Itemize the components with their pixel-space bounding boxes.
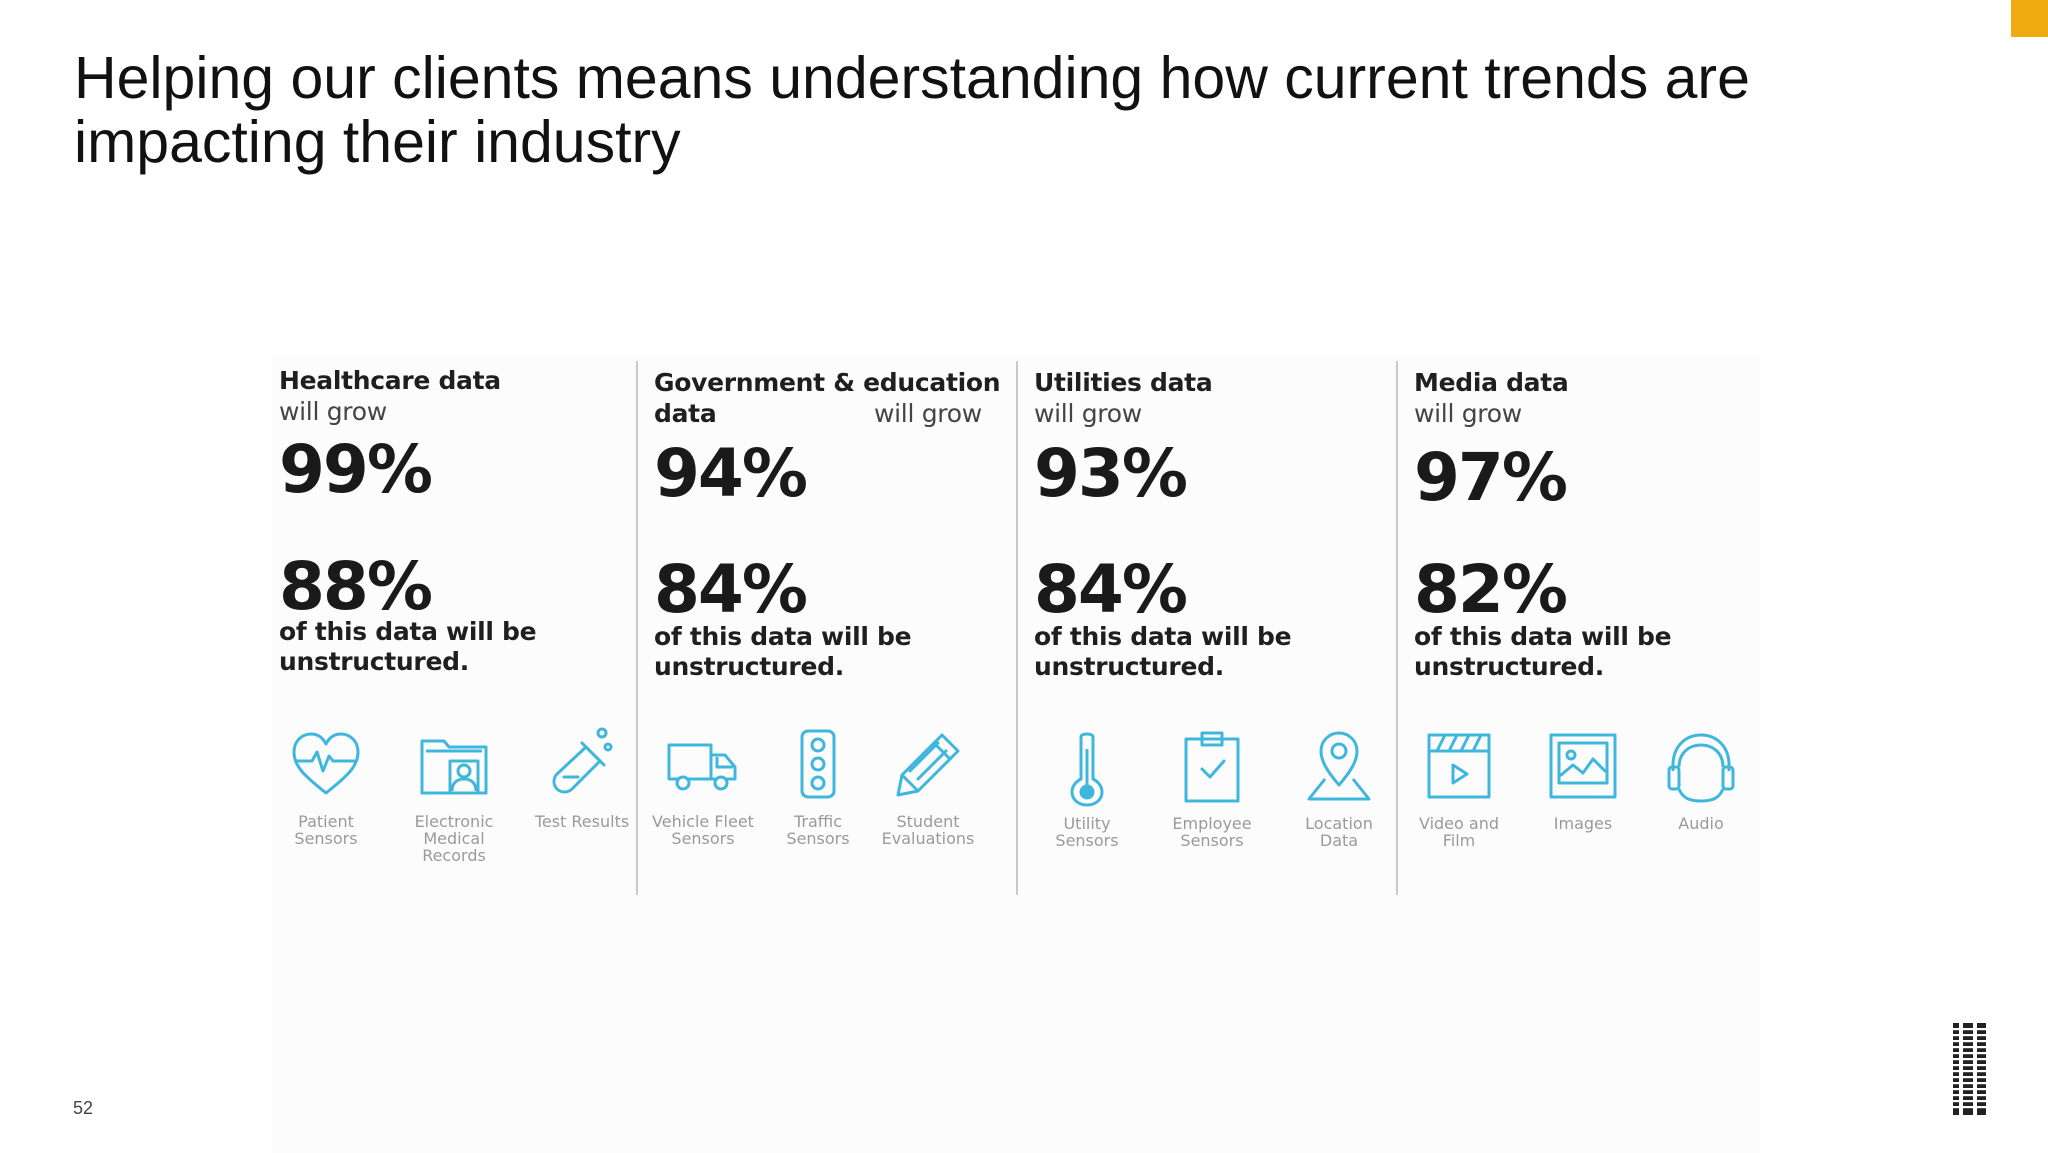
images-item: Images [1528, 727, 1638, 832]
icon-label: Location Data [1305, 814, 1373, 850]
patient-sensors-item: Patient Sensors [271, 725, 381, 847]
growth-percent: 97% [1414, 439, 1568, 516]
electronic-medical-records-item: Electronic Medical Records [399, 725, 509, 864]
student-evaluations-item: Student Evaluations [873, 725, 983, 847]
vehicle-fleet-sensors-item: Vehicle Fleet Sensors [648, 725, 758, 847]
unstructured-percent: 84% [1034, 551, 1188, 628]
map-pin-icon [1307, 731, 1371, 801]
growth-percent: 93% [1034, 435, 1188, 512]
slide-title: Helping our clients means understanding … [74, 45, 1750, 175]
employee-sensors-item: Employee Sensors [1157, 727, 1267, 849]
unstructured-description: of this data will be unstructured. [654, 622, 912, 681]
icon-label: Audio [1678, 814, 1724, 833]
icon-label: Electronic Medical Records [414, 812, 494, 865]
image-icon [1549, 733, 1617, 799]
column-subheading: will grow [1034, 399, 1142, 428]
column-heading-text: Government & education data [654, 368, 1001, 428]
media-column: Media data will grow 97% 82% of this dat… [1396, 361, 1762, 895]
column-heading: Utilities data [1034, 368, 1213, 397]
video-and-film-item: Video and Film [1404, 727, 1514, 849]
test-results-item: Test Results [527, 725, 637, 830]
unstructured-description: of this data will be unstructured. [1034, 622, 1292, 681]
column-heading: Media data [1414, 368, 1569, 397]
page-number: 52 [73, 1098, 94, 1118]
unstructured-percent: 82% [1414, 551, 1568, 628]
column-heading: Healthcare data [279, 366, 501, 395]
government-education-column: Government & education data will grow 94… [636, 361, 1018, 895]
icon-label: Employee Sensors [1172, 814, 1252, 850]
traffic-sensors-item: Traffic Sensors [763, 725, 873, 847]
icon-label: Utility Sensors [1055, 814, 1119, 850]
unstructured-description: of this data will be unstructured. [1414, 622, 1672, 681]
industry-data-infographic: Healthcare data will grow 99% 88% of thi… [271, 355, 1760, 1153]
truck-icon [667, 743, 737, 791]
accent-bar [2011, 0, 2048, 37]
utilities-column: Utilities data will grow 93% 84% of this… [1016, 361, 1398, 895]
column-heading: Government & education data [654, 367, 1018, 429]
location-data-item: Location Data [1284, 727, 1394, 849]
unstructured-percent: 84% [654, 551, 808, 628]
traffic-light-icon [800, 729, 836, 799]
icon-label: Vehicle Fleet Sensors [652, 812, 754, 848]
unstructured-description: of this data will be unstructured. [279, 617, 537, 676]
headphones-icon [1667, 733, 1735, 803]
icon-label: Patient Sensors [294, 812, 358, 848]
icon-label: Test Results [534, 812, 630, 831]
utility-sensors-item: Utility Sensors [1032, 727, 1142, 849]
pencil-icon [896, 733, 960, 797]
icon-label: Images [1553, 814, 1613, 833]
test-tube-icon [552, 727, 613, 794]
folder-person-icon [420, 739, 488, 795]
heart-pulse-icon [292, 732, 360, 795]
icon-label: Video and Film [1418, 814, 1499, 850]
column-subheading: will grow [279, 397, 387, 426]
icon-label: Traffic Sensors [786, 812, 850, 848]
growth-percent: 99% [279, 431, 433, 508]
clipboard-check-icon [1184, 731, 1240, 803]
column-subheading: will grow [1414, 399, 1522, 428]
clapperboard-icon [1427, 733, 1491, 799]
thermometer-icon [1070, 732, 1104, 807]
column-subheading: will grow [874, 399, 982, 428]
ibm-logo-icon [1950, 1023, 1990, 1115]
growth-percent: 94% [654, 435, 808, 512]
audio-item: Audio [1646, 727, 1756, 832]
icon-label: Student Evaluations [881, 812, 975, 848]
unstructured-percent: 88% [279, 548, 433, 625]
healthcare-column: Healthcare data will grow 99% 88% of thi… [271, 355, 636, 895]
